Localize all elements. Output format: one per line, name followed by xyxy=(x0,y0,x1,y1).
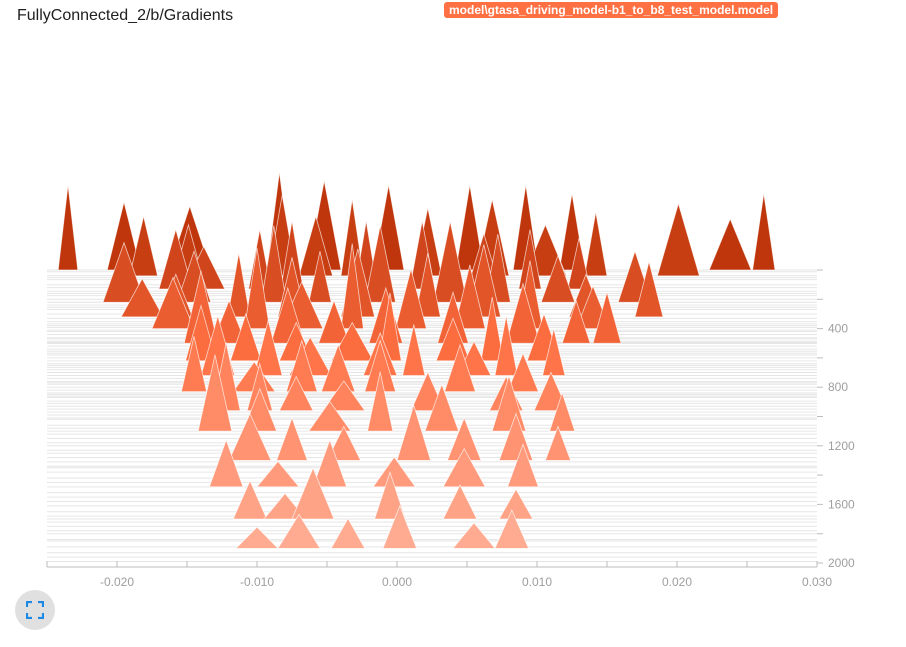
histogram-peak xyxy=(227,253,251,318)
histogram-peak xyxy=(567,237,591,290)
histogram-peak xyxy=(480,297,504,362)
histogram-peak xyxy=(291,466,335,520)
y-tick-label: 400 xyxy=(828,322,848,336)
histogram-peak xyxy=(544,425,572,461)
histogram-peak xyxy=(235,526,279,549)
histogram-peak xyxy=(308,400,352,432)
histogram-peak xyxy=(57,184,79,271)
x-tick-label: -0.020 xyxy=(100,575,134,589)
histogram-peak xyxy=(634,261,664,318)
histogram-peak xyxy=(256,460,300,488)
histogram-peak xyxy=(507,352,539,392)
histogram-peak xyxy=(494,315,518,376)
histogram-peak xyxy=(561,299,591,344)
histogram-peak xyxy=(656,202,700,277)
histogram-peak xyxy=(180,336,208,392)
x-tick-label: -0.010 xyxy=(240,575,274,589)
histogram-peak xyxy=(592,290,622,344)
run-name-badge[interactable]: model\gtasa_driving_model-b1_to_b8_test_… xyxy=(444,2,779,18)
histogram-peak xyxy=(708,217,752,271)
histogram-peak xyxy=(367,371,394,432)
x-tick-label: 0.020 xyxy=(662,575,692,589)
histogram-peak xyxy=(414,253,441,318)
histogram-peak xyxy=(507,443,539,488)
histogram-peak xyxy=(197,354,233,432)
histogram-peak xyxy=(752,193,776,271)
histogram-peak xyxy=(229,312,262,362)
histogram-peak xyxy=(277,513,321,549)
histogram-peak xyxy=(442,484,478,520)
histogram-peak xyxy=(452,522,496,549)
histogram-peak xyxy=(318,299,350,344)
histogram-peak xyxy=(228,412,272,461)
y-axis: 400 800 1200 1600 2000 xyxy=(817,269,855,570)
histogram-peak xyxy=(208,438,244,488)
y-tick-label: 800 xyxy=(828,380,848,394)
histogram-peak xyxy=(374,471,406,520)
histogram-peak xyxy=(129,216,159,277)
histogram-peak xyxy=(382,504,418,549)
histogram-peak xyxy=(102,241,146,303)
histogram-peak xyxy=(584,212,608,277)
histogram-peak xyxy=(326,425,362,461)
histogram-peak xyxy=(498,488,534,520)
histogram-peak xyxy=(396,403,432,461)
histogram-peak xyxy=(322,380,366,412)
chart-title: FullyConnected_2/b/Gradients xyxy=(17,7,234,24)
histogram-peak xyxy=(453,264,486,330)
histogram-peak xyxy=(540,254,576,303)
expand-button[interactable] xyxy=(15,590,55,630)
histogram-peak xyxy=(243,247,271,330)
histogram-peak xyxy=(330,517,366,549)
histogram-peak xyxy=(395,267,427,330)
histogram-peak xyxy=(402,324,426,376)
histogram-peak xyxy=(276,416,308,461)
histogram-peak xyxy=(442,447,486,488)
histogram-peak xyxy=(120,277,164,318)
y-tick-label: 1600 xyxy=(828,497,855,511)
histogram-peak xyxy=(444,343,476,392)
x-tick-label: 0.030 xyxy=(802,575,832,589)
x-tick-label: 0.000 xyxy=(382,575,412,589)
histogram-peak xyxy=(151,276,195,330)
histogram-peak xyxy=(312,438,348,488)
histogram-peak xyxy=(542,328,566,376)
histogram-peak xyxy=(424,383,460,432)
histogram-peak xyxy=(278,375,314,412)
y-tick-label: 2000 xyxy=(828,556,855,570)
histogram-peak xyxy=(308,251,332,303)
histogram-peak xyxy=(505,282,541,344)
y-tick-label: 1200 xyxy=(828,439,855,453)
histogram-peak xyxy=(232,479,268,520)
histogram-peak xyxy=(330,321,374,362)
histogram-peak xyxy=(253,320,283,376)
histogram-peak xyxy=(364,225,397,303)
histogram-peak xyxy=(549,391,576,432)
histogram-peak xyxy=(494,509,530,549)
x-tick-label: 0.010 xyxy=(522,575,552,589)
histogram-peak xyxy=(260,225,287,303)
fullscreen-expand-icon xyxy=(26,601,44,619)
x-axis: -0.020 -0.010 0.000 0.010 0.020 0.030 xyxy=(46,561,832,589)
histogram-slices xyxy=(57,172,776,549)
